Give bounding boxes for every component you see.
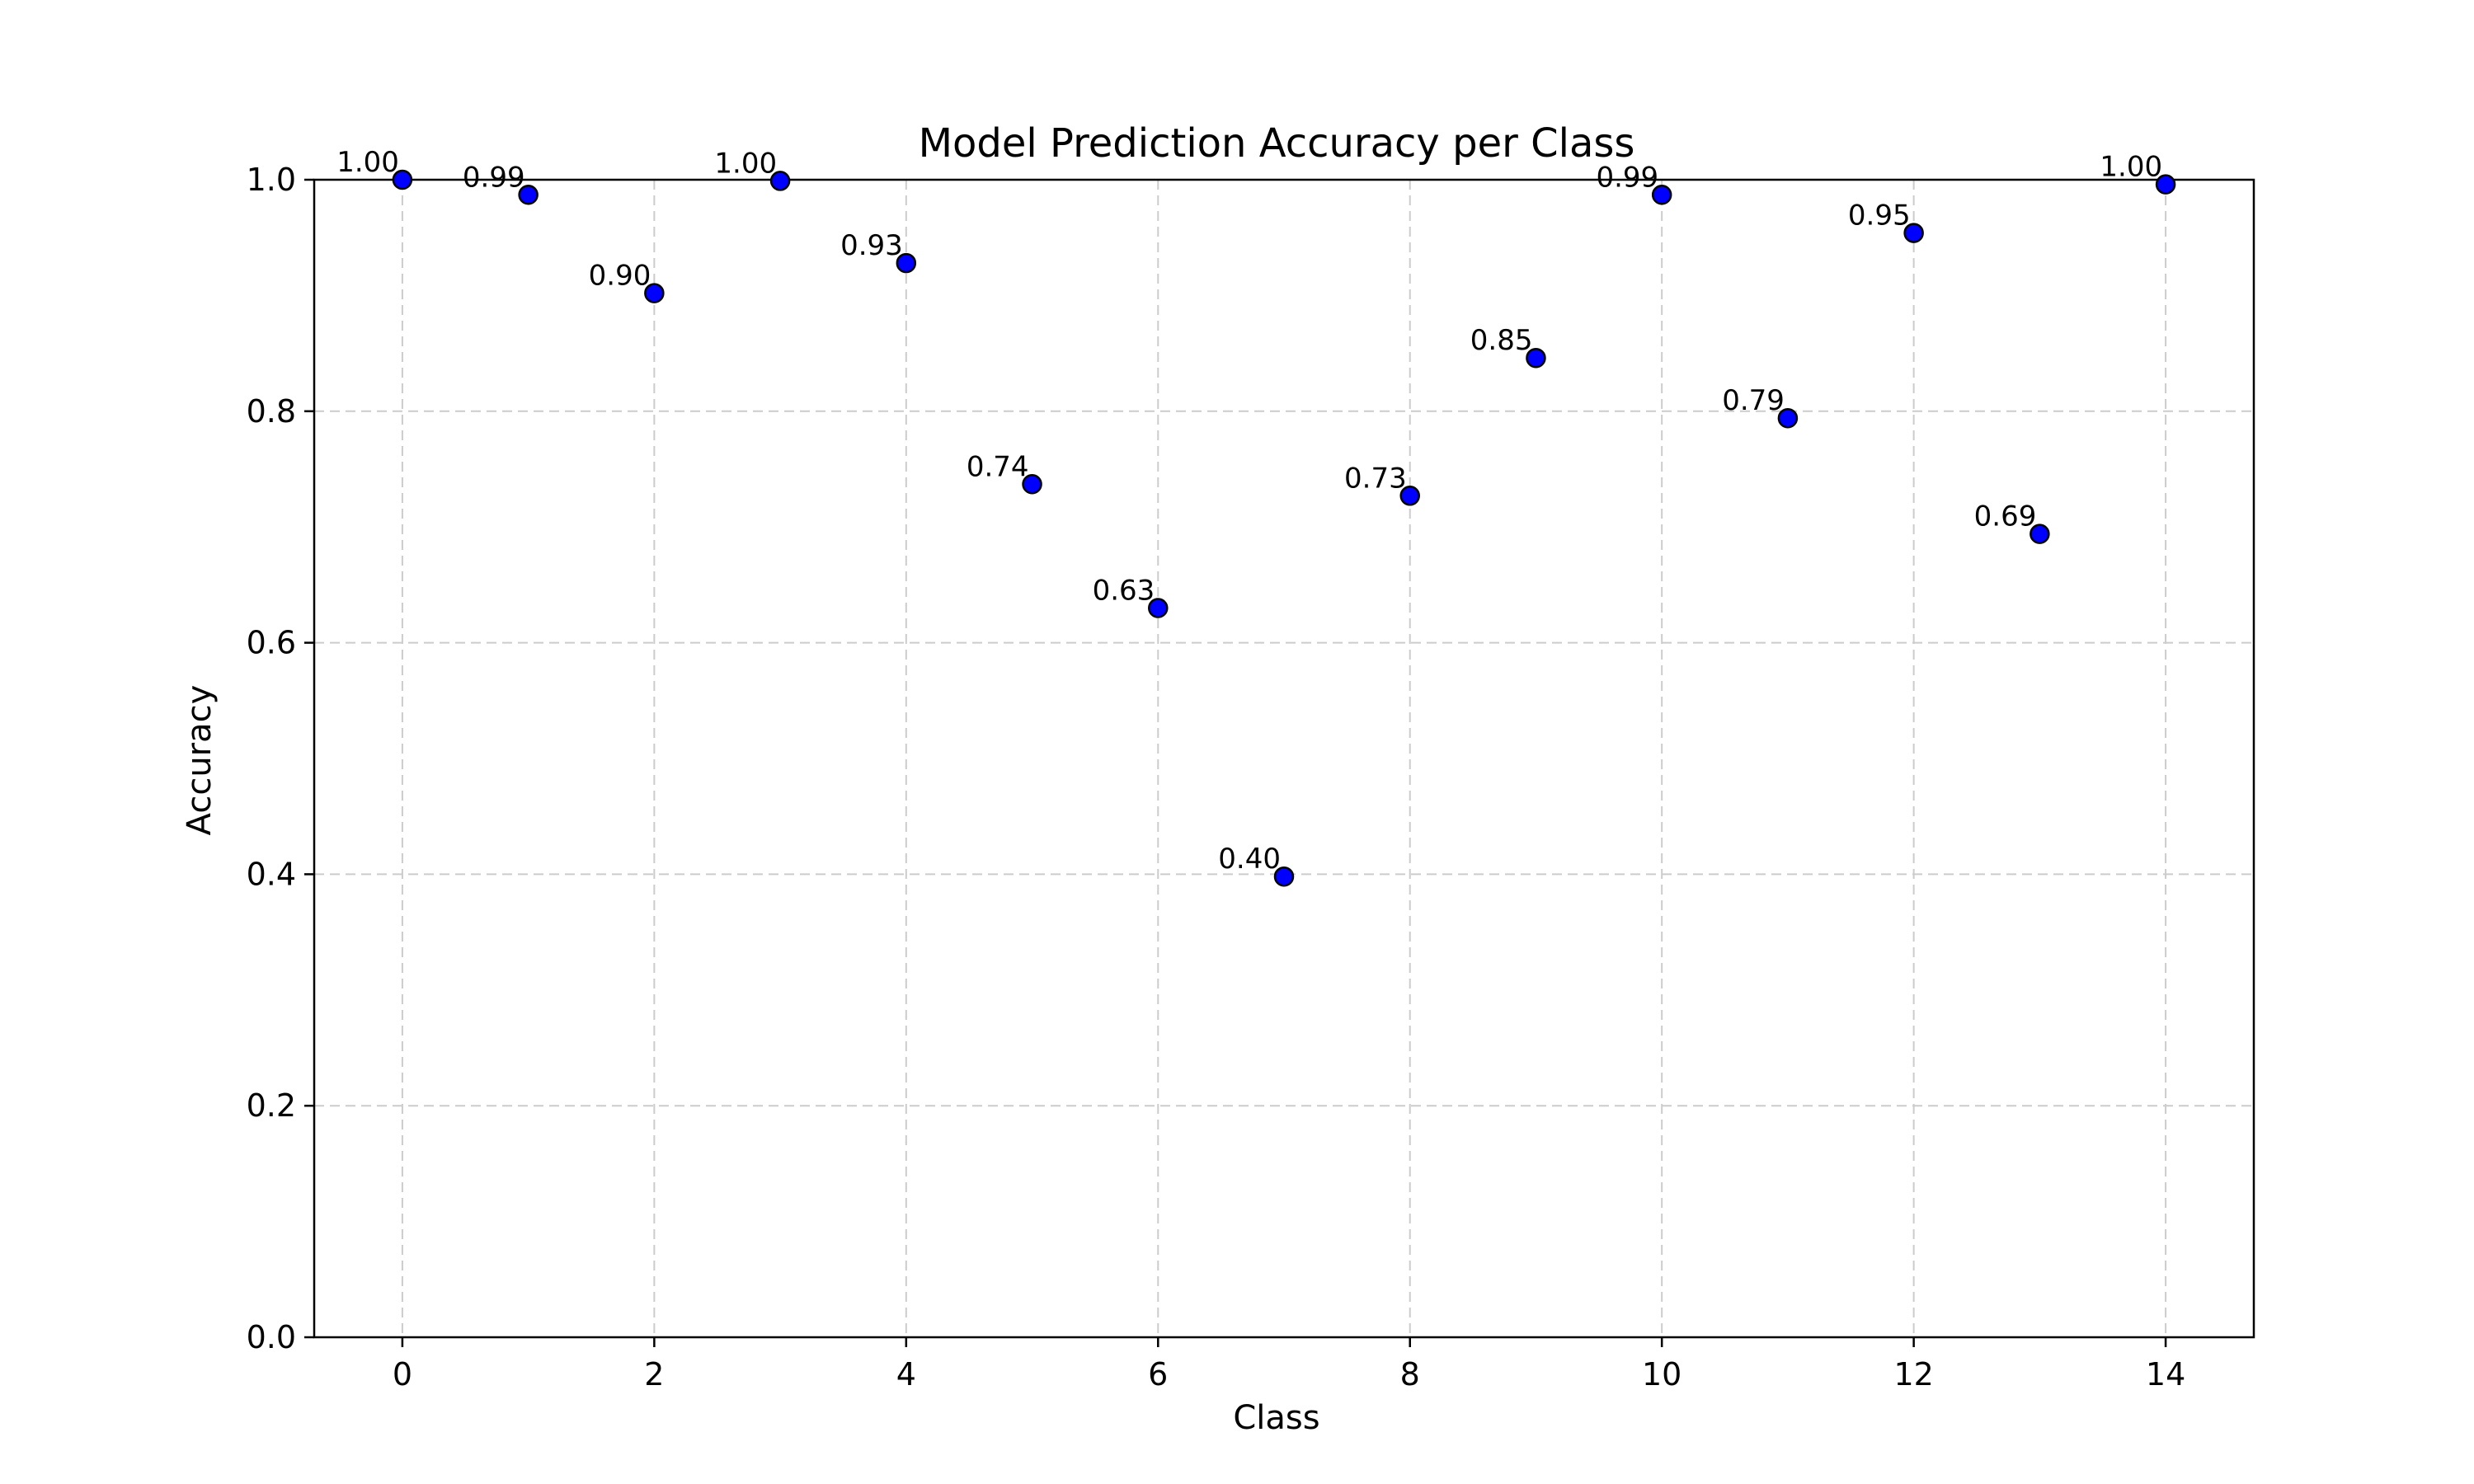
data-label: 1.00: [714, 147, 777, 180]
data-point: [1148, 598, 1169, 618]
data-point: [1022, 474, 1042, 495]
data-label: 0.74: [967, 450, 1029, 483]
data-point: [896, 252, 917, 274]
y-axis-label: Accuracy: [181, 685, 219, 836]
y-tick-label: 0.8: [247, 393, 296, 430]
data-label: 1.00: [336, 146, 399, 179]
data-label: 0.40: [1218, 843, 1281, 876]
data-label: 0.93: [840, 229, 903, 262]
data-point: [644, 283, 665, 303]
x-tick-label: 6: [1148, 1356, 1168, 1392]
data-point: [392, 169, 413, 190]
x-tick-label: 0: [393, 1356, 412, 1392]
data-label: 0.85: [1470, 324, 1533, 357]
points-layer: [392, 169, 2176, 887]
data-point: [1273, 866, 1295, 887]
y-tick-label: 0.2: [247, 1087, 296, 1124]
x-tick-label: 12: [1893, 1356, 1933, 1392]
data-point: [1651, 185, 1672, 205]
plot-frame: [313, 178, 2255, 1339]
x-tick-label: 2: [644, 1356, 664, 1392]
x-tick-label: 14: [2146, 1356, 2185, 1392]
data-point: [1399, 486, 1420, 506]
data-point: [1526, 347, 1546, 369]
data-label: 0.73: [1344, 462, 1407, 495]
y-tick-label: 1.0: [247, 162, 296, 198]
axis-layer: 0 2 4 6 8 10 12 14 0.0 0.2 0.4 0.6 0.8 1.0: [247, 162, 2255, 1392]
data-point: [769, 171, 791, 191]
data-label: 1.00: [2100, 151, 2162, 184]
data-label: 0.79: [1722, 384, 1785, 417]
data-point: [1777, 407, 1799, 429]
data-label: 0.63: [1093, 574, 1155, 607]
x-tick-label: 4: [896, 1356, 916, 1392]
y-tick-label: 0.6: [247, 625, 296, 661]
x-axis-label: Class: [1233, 1399, 1319, 1437]
x-tick-label: 10: [1642, 1356, 1681, 1392]
chart-title: Model Prediction Accuracy per Class: [919, 120, 1635, 167]
grid-layer: [314, 179, 2254, 1338]
data-label: 0.95: [1848, 200, 1911, 232]
data-label: 0.99: [463, 161, 525, 194]
data-point: [518, 185, 539, 205]
data-point: [2155, 174, 2176, 195]
data-label: 0.90: [589, 260, 651, 293]
labels-layer: 1.00 0.99 0.90 1.00 0.93 0.74 0.63 0.40 0.73 0.85…: [336, 146, 2162, 876]
data-point: [1903, 223, 1924, 243]
data-point: [2030, 524, 2050, 544]
x-tick-label: 8: [1400, 1356, 1420, 1392]
y-tick-label: 0.4: [247, 856, 296, 892]
data-label: 0.69: [1974, 500, 2037, 533]
data-label: 0.99: [1596, 161, 1658, 194]
y-tick-label: 0.0: [247, 1319, 296, 1355]
